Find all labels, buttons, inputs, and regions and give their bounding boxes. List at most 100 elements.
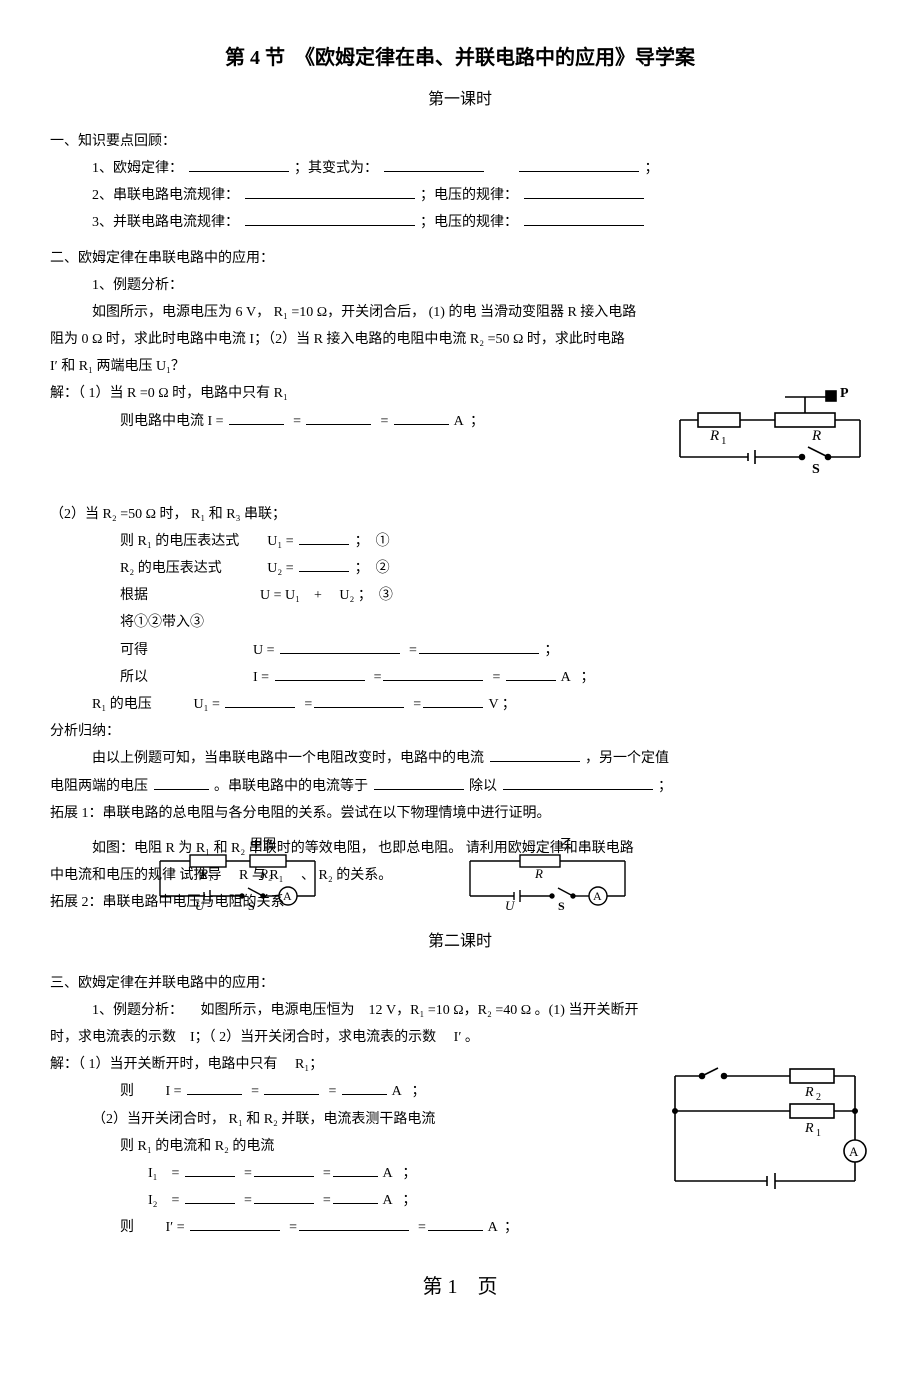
blank	[333, 1162, 378, 1177]
blank	[229, 410, 284, 425]
blank	[384, 157, 484, 172]
unit-a: A	[454, 414, 463, 429]
figure-2: A R2 R1	[660, 1056, 870, 1205]
semi: ；	[504, 1220, 518, 1235]
u-sum-pre: 根据	[120, 583, 183, 608]
an-line2-d: ；	[658, 779, 672, 794]
blank	[524, 211, 644, 226]
ex1-line2: 阻为 0 Ω 时，求此时电路中电流 I；（2）当 R 接入电路的电阻中电流 R₂…	[50, 327, 870, 352]
subtitle-2: 第二课时	[50, 928, 870, 957]
blank	[490, 747, 580, 762]
ext1-2c: R 与 R₁ 、 R₂ 的关系。	[239, 868, 392, 883]
semi: ；	[470, 414, 484, 429]
p1-1-mid: ；其变式为：	[294, 161, 378, 176]
ex2-head-a: 1、例题分析：	[92, 1003, 183, 1018]
blank	[225, 693, 295, 708]
ex2-I1: I₁ =	[148, 1166, 179, 1181]
r1-u-row: R₁ 的电压 U₁ = = = V ；	[50, 692, 870, 717]
i-label: 则电路中电流 I =	[120, 414, 224, 429]
u2-row: R₂ 的电压表达式 U₂ = ； ②	[50, 556, 870, 581]
an-line2-b: 。串联电路中的电流等于	[214, 779, 368, 794]
analyze-head: 分析归纳：	[50, 719, 870, 744]
point-3: 3、并联电路电流规律： ；电压的规律：	[50, 210, 870, 235]
svg-text:R: R	[811, 428, 821, 444]
blank	[245, 184, 415, 199]
ex2-then: 则	[120, 1215, 162, 1240]
sub-line: 将①②带入③	[50, 610, 870, 635]
an-line2-c: 除以	[469, 779, 497, 794]
p1-2-mid: ；电压的规律：	[420, 188, 518, 203]
ex2-line2: 时，求电流表的示数 I；（ 2）当开关闭合时，求电流表的示数 I′ 。	[50, 1025, 870, 1050]
ex1-case2: （2）当 R₂ =50 Ω 时， R₁ 和 R₃ 串联；	[50, 502, 870, 527]
ex2-I: I =	[166, 1084, 182, 1099]
blank	[342, 1080, 387, 1095]
blank	[185, 1162, 235, 1177]
blank	[189, 157, 289, 172]
i-get-row: 所以 I = = = A ；	[50, 665, 870, 690]
svg-text:R: R	[709, 428, 719, 444]
blank	[314, 693, 404, 708]
ex2-head-c: 12 V，R₁ =10 Ω，R₂ =40 Ω 。(1) 当开关断开	[369, 1003, 639, 1018]
unit-a: A	[488, 1220, 497, 1235]
ext1: 拓展 1：串联电路的总电阻与各分电阻的关系。尝试在以下物理情境中进行证明。	[50, 801, 870, 826]
blank	[280, 639, 400, 654]
ext1-2b: 试推导	[180, 868, 222, 883]
blank	[185, 1189, 235, 1204]
section-3-head: 三、欧姆定律在并联电路中的应用：	[50, 971, 870, 996]
svg-text:P: P	[840, 386, 849, 401]
i-eq: I =	[253, 670, 269, 685]
u-get-row: 可得 U = = ；	[50, 638, 870, 663]
u-eq: U =	[253, 643, 275, 658]
svg-text:1: 1	[721, 435, 727, 447]
so: 所以	[120, 665, 190, 690]
u1-eq: U₁ =	[194, 697, 220, 712]
blank	[306, 410, 371, 425]
circ1: ； ①	[355, 534, 390, 549]
blank	[299, 1216, 409, 1231]
blank	[519, 157, 639, 172]
section-1-head: 一、知识要点回顾：	[50, 129, 870, 154]
blank	[374, 775, 464, 790]
ex1-line3: I′ 和 R₁ 两端电压 U₁？	[50, 354, 870, 379]
ext1-b: R₁ 和 R₂ 串联时的等效电阻，	[196, 841, 375, 856]
svg-text:R: R	[804, 1085, 814, 1100]
blank	[524, 184, 644, 199]
p1-3-mid: ；电压的规律：	[420, 215, 518, 230]
point-2: 2、串联电路电流规律： ；电压的规律：	[50, 183, 870, 208]
ex2-head: 1、例题分析： 如图所示，电源电压恒为 12 V，R₁ =10 Ω，R₂ =40…	[50, 998, 870, 1023]
page-title: 第 4 节 《欧姆定律在串、并联电路中的应用》导学案	[50, 40, 870, 76]
semi: ；	[580, 670, 594, 685]
ex2-Ip: I′ =	[166, 1220, 185, 1235]
blank	[254, 1162, 314, 1177]
svg-text:A: A	[849, 1144, 859, 1159]
blank	[275, 666, 365, 681]
semi: ；	[402, 1166, 416, 1181]
p1-1-pre: 1、欧姆定律：	[92, 161, 183, 176]
blank	[428, 1216, 483, 1231]
blank	[503, 775, 653, 790]
ex2-head-b: 如图所示，电源电压恒为	[201, 1003, 355, 1018]
unit-a: A	[383, 1193, 392, 1208]
blank	[299, 530, 349, 545]
blank	[423, 693, 483, 708]
u2-label: R₂ 的电压表达式 U₂ =	[120, 561, 294, 576]
blank	[264, 1080, 319, 1095]
ext1-a: 如图：电阻 R 为	[92, 841, 192, 856]
ext1-figure-text: 甲图 A R₁ R₂ U S 乙	[50, 836, 870, 912]
blank	[394, 410, 449, 425]
blank	[187, 1080, 242, 1095]
circ2: ； ②	[355, 561, 390, 576]
u-sum: U = U₁ + U₂ ； ③	[260, 588, 393, 603]
u1-row: 则 R₁ 的电压表达式 U₁ = ； ①	[50, 529, 870, 554]
point-1: 1、欧姆定律： ；其变式为： ；	[50, 156, 870, 181]
p1-3-pre: 3、并联电路电流规律：	[92, 215, 239, 230]
page-footer: 第 1 页	[50, 1269, 870, 1305]
u1-label: 则 R₁ 的电压表达式 U₁ =	[120, 534, 294, 549]
unit-v: V ；	[488, 697, 515, 712]
r1-u: R₁ 的电压	[92, 692, 190, 717]
semi: ；	[411, 1084, 425, 1099]
p1-2-pre: 2、串联电路电流规律：	[92, 188, 239, 203]
example-head: 1、例题分析：	[50, 273, 870, 298]
analyze-line2: 电阻两端的电压 。串联电路中的电流等于 除以 ；	[50, 774, 870, 799]
an-line1-b: ，另一个定值	[585, 751, 669, 766]
